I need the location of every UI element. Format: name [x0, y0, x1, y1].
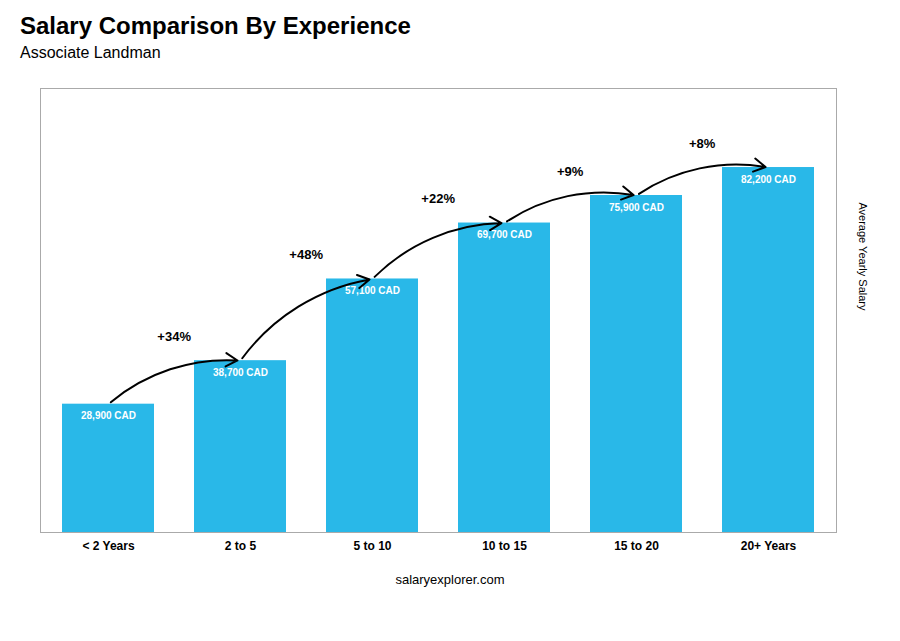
- svg-text:75,900 CAD: 75,900 CAD: [609, 202, 664, 213]
- html-text:Salary Comparison By Experienc: Salary Comparison By Experience: [20, 12, 411, 39]
- html-text:salaryexplorer.com: salaryexplorer.com: [395, 572, 505, 587]
- svg-text:10 to 15: 10 to 15: [482, 539, 527, 553]
- svg-text:82,200 CAD: 82,200 CAD: [741, 174, 796, 185]
- svg-text:38,700 CAD: 38,700 CAD: [213, 367, 268, 378]
- svg-text:57,100 CAD: 57,100 CAD: [345, 285, 400, 296]
- svg-text:< 2 Years: < 2 Years: [82, 539, 134, 553]
- svg-text:+48%: +48%: [289, 247, 323, 262]
- svg-text:Average Yearly Salary: Average Yearly Salary: [857, 202, 869, 311]
- html-text:Associate Landman: Associate Landman: [20, 44, 161, 61]
- svg-text:5 to 10: 5 to 10: [353, 539, 391, 553]
- svg-text:+34%: +34%: [157, 329, 191, 344]
- svg-text:+22%: +22%: [421, 191, 455, 206]
- svg-text:28,900 CAD: 28,900 CAD: [81, 410, 136, 421]
- svg-text:+9%: +9%: [557, 164, 584, 179]
- svg-text:15 to 20: 15 to 20: [614, 539, 659, 553]
- svg-text:20+ Years: 20+ Years: [741, 539, 797, 553]
- svg-text:+8%: +8%: [689, 136, 716, 151]
- svg-text:69,700 CAD: 69,700 CAD: [477, 229, 532, 240]
- svg-text:2 to 5: 2 to 5: [225, 539, 257, 553]
